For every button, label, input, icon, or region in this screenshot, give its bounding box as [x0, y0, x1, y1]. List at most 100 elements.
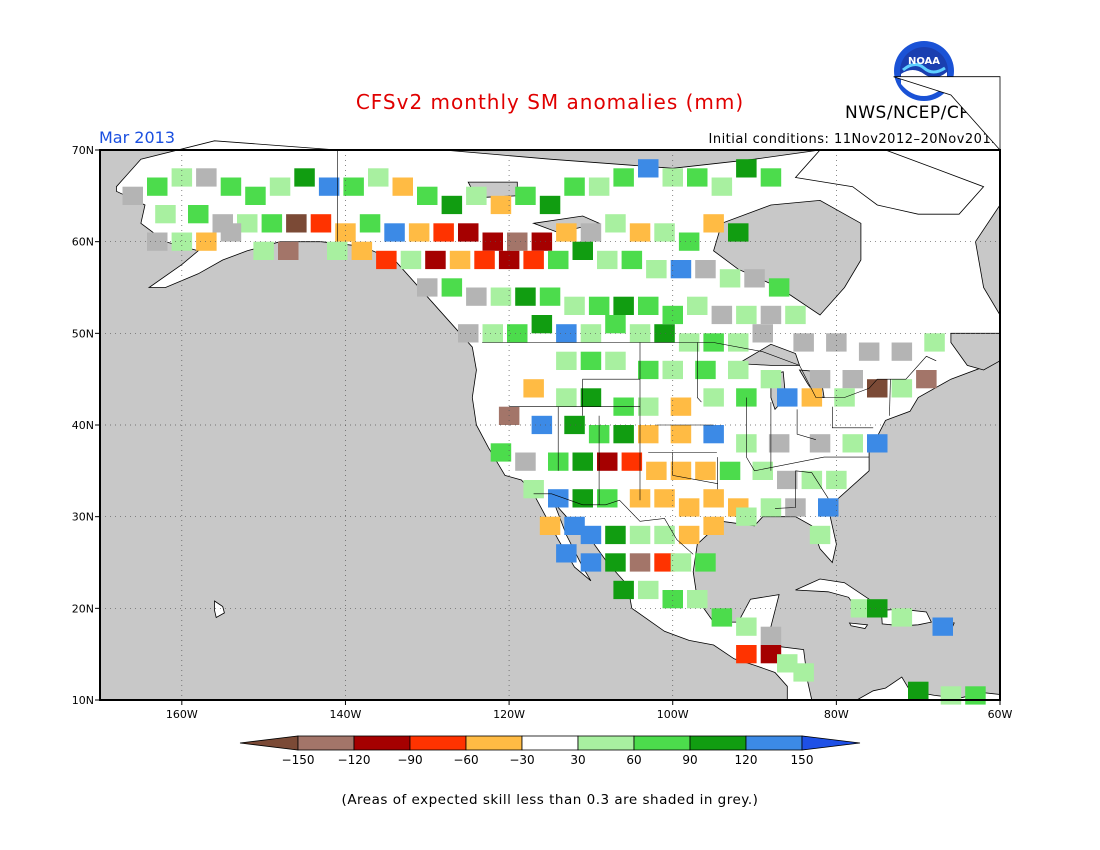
anomaly-cell: [850, 599, 872, 618]
anomaly-cell: [548, 489, 569, 508]
anomaly-cell: [719, 461, 741, 480]
anomaly-cell: [531, 415, 553, 435]
anomaly-cell: [809, 434, 831, 453]
lat-label: 60N: [72, 236, 94, 249]
anomaly-cell: [711, 177, 733, 196]
lat-label: 40N: [72, 419, 94, 432]
anomaly-cell: [965, 686, 986, 705]
anomaly-cell: [613, 580, 634, 600]
anomaly-cell: [801, 470, 823, 490]
anomaly-cell: [564, 516, 585, 535]
border-line: [754, 456, 870, 472]
anomaly-cell: [736, 159, 757, 178]
anomaly-cell: [703, 214, 724, 233]
anomaly-cell: [449, 250, 471, 270]
colorbar-arrow-right: [801, 735, 861, 751]
anomaly-cell: [809, 525, 831, 545]
anomaly-cell: [654, 324, 675, 343]
anomaly-cell: [842, 434, 863, 453]
landmass-hawaii: [214, 600, 225, 619]
anomaly-cell: [294, 168, 315, 187]
anomaly-cell: [597, 250, 618, 270]
border-line: [672, 452, 718, 484]
anomaly-cell: [408, 223, 430, 242]
anomaly-cell: [539, 195, 561, 215]
anomaly-cell: [752, 461, 773, 480]
anomaly-cell: [695, 260, 716, 279]
landmass-north-america: [116, 140, 1001, 701]
anomaly-cell: [580, 553, 602, 572]
anomaly-cell: [474, 250, 495, 270]
lon-label: 160W: [166, 708, 198, 721]
anomaly-cell: [834, 388, 855, 407]
agency-label: NWS/NCEP/CPC: [845, 103, 983, 123]
map-frame: [99, 149, 1001, 701]
anomaly-cell: [703, 425, 724, 444]
border-line: [796, 409, 816, 440]
forecast-month: Mar 2013: [99, 128, 175, 147]
anomaly-cell: [147, 177, 168, 196]
anomaly-cell: [498, 250, 520, 270]
landmass-puerto-rico: [939, 621, 955, 628]
lake-huron: [798, 369, 825, 399]
chart-title: CFSv2 monthly SM anomalies (mm): [355, 90, 745, 114]
anomaly-cell: [654, 223, 675, 242]
anomaly-cell: [687, 590, 708, 609]
anomaly-cell: [220, 223, 242, 242]
anomaly-cell: [662, 360, 683, 380]
anomaly-cell: [572, 489, 593, 508]
anomaly-cell: [662, 305, 683, 325]
anomaly-cell: [539, 516, 561, 535]
anomaly-cell: [171, 168, 193, 187]
border-line: [774, 470, 796, 509]
anomaly-cell: [891, 608, 913, 627]
anomaly-cell: [556, 223, 577, 242]
anomaly-cell: [629, 223, 651, 242]
anomaly-cell: [482, 232, 503, 251]
colorbar-label: −120: [338, 753, 371, 767]
anomaly-cell: [662, 590, 683, 609]
anomaly-cell: [695, 553, 716, 572]
anomaly-cell: [261, 214, 283, 233]
anomaly-cell: [711, 608, 733, 627]
lake-michigan: [770, 371, 787, 411]
anomaly-cell: [523, 250, 544, 270]
anomaly-cell: [760, 626, 782, 645]
anomaly-cell: [908, 681, 929, 700]
colorbar-arrow-left: [239, 735, 299, 751]
anomaly-cell: [711, 305, 733, 325]
anomaly-cell: [858, 342, 880, 361]
anomaly-cell: [351, 241, 373, 260]
border-line: [697, 342, 702, 403]
anomaly-cell: [613, 397, 634, 416]
anomaly-cell: [638, 296, 659, 315]
anomaly-cell: [588, 425, 610, 444]
anomaly-cell: [768, 278, 790, 297]
anomaly-cell: [580, 351, 602, 370]
anomaly-cell: [539, 287, 561, 306]
anomaly-cell: [597, 452, 618, 471]
anomaly-cell: [662, 168, 683, 187]
anomaly-cell: [891, 342, 913, 361]
gulf-of-st-lawrence: [950, 332, 1001, 371]
ocean: [100, 150, 1000, 700]
anomaly-cell: [580, 223, 602, 242]
anomaly-cell: [548, 452, 569, 471]
lat-label: 30N: [72, 511, 94, 524]
anomaly-cell: [515, 186, 536, 205]
anomaly-cell: [441, 195, 463, 215]
great-bear-lake: [467, 181, 518, 199]
anomaly-cell: [212, 214, 233, 233]
anomaly-cell: [531, 232, 553, 251]
colorbar-label: −60: [453, 753, 478, 767]
anomaly-cell: [678, 498, 700, 517]
anomaly-cell: [548, 250, 569, 270]
colorbar-label: −150: [282, 753, 315, 767]
anomaly-cell: [458, 223, 479, 242]
anomaly-cell: [392, 177, 413, 196]
anomaly-cell: [916, 370, 937, 389]
anomaly-cell: [801, 388, 823, 407]
anomaly-cell: [736, 617, 757, 636]
anomaly-cell: [826, 333, 847, 352]
anomaly-cell: [736, 507, 757, 526]
